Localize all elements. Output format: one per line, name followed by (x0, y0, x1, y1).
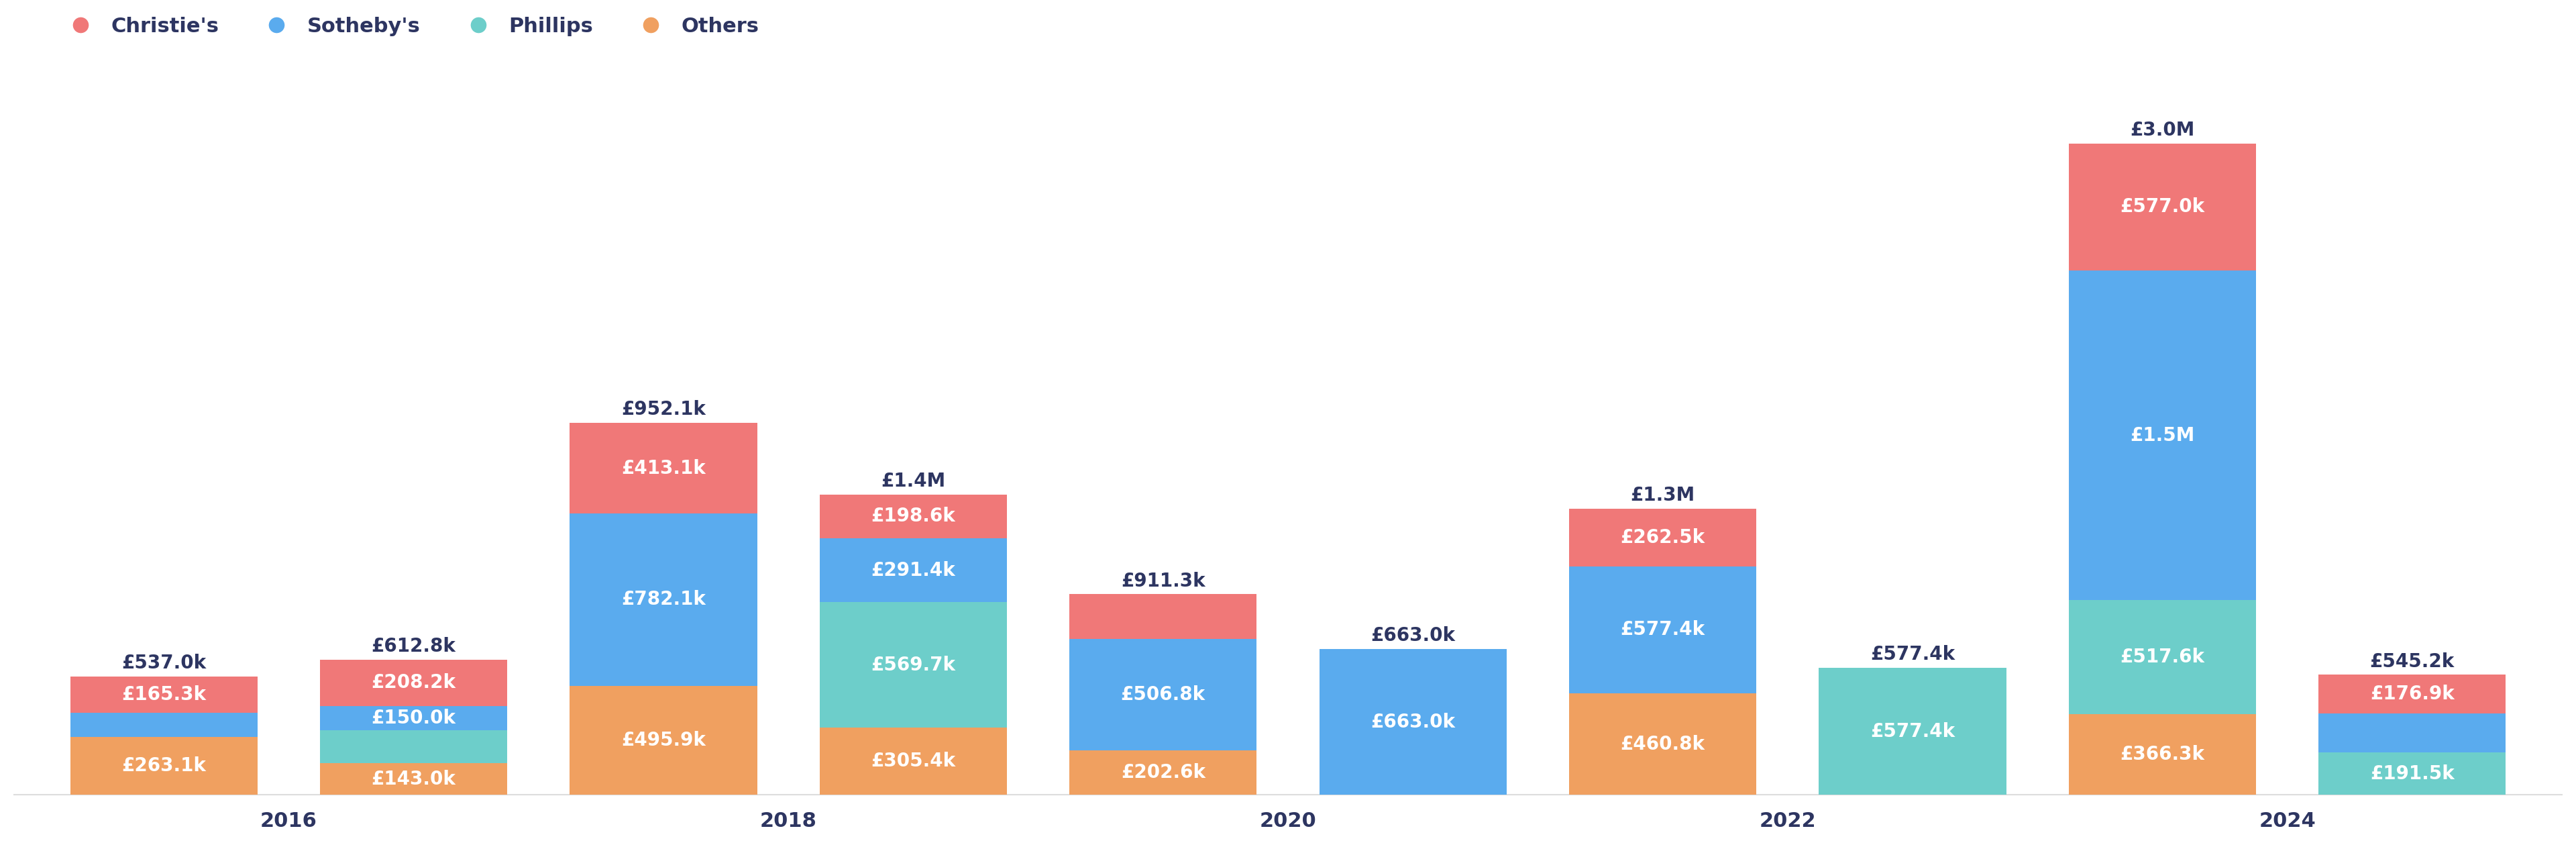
Text: £262.5k: £262.5k (1620, 528, 1705, 547)
Bar (569, 422, 757, 514)
Bar (1319, 649, 1507, 795)
Bar (2069, 600, 2257, 714)
Text: £537.0k: £537.0k (121, 654, 206, 673)
Bar (2069, 144, 2257, 270)
Text: £366.3k: £366.3k (2120, 745, 2205, 764)
Text: £577.4k: £577.4k (1620, 620, 1705, 640)
Bar (70, 713, 258, 737)
Bar (819, 602, 1007, 728)
Bar (2318, 675, 2506, 714)
Text: £1.5M: £1.5M (2130, 426, 2195, 444)
Bar (819, 728, 1007, 795)
Text: £191.5k: £191.5k (2370, 765, 2455, 783)
Text: £291.4k: £291.4k (871, 561, 956, 580)
Text: £460.8k: £460.8k (1620, 734, 1705, 754)
Text: £143.0k: £143.0k (371, 770, 456, 788)
Text: £1.3M: £1.3M (1631, 486, 1695, 504)
Text: £569.7k: £569.7k (871, 656, 956, 674)
Bar (1069, 594, 1257, 639)
Legend: Christie's, Sotheby's, Phillips, Others: Christie's, Sotheby's, Phillips, Others (49, 7, 770, 46)
Text: £663.0k: £663.0k (1370, 626, 1455, 645)
Bar (1069, 639, 1257, 750)
Bar (569, 685, 757, 795)
Text: £952.1k: £952.1k (621, 400, 706, 419)
Text: £3.0M: £3.0M (2130, 121, 2195, 139)
Text: £517.6k: £517.6k (2120, 648, 2205, 667)
Bar (2318, 753, 2506, 795)
Text: £198.6k: £198.6k (871, 507, 956, 526)
Text: £150.0k: £150.0k (371, 709, 456, 728)
Bar (2069, 270, 2257, 600)
Text: £577.4k: £577.4k (1870, 645, 1955, 664)
Bar (1569, 694, 1757, 795)
Text: £577.0k: £577.0k (2120, 198, 2205, 216)
Bar (70, 737, 258, 795)
Text: £413.1k: £413.1k (621, 459, 706, 477)
Bar (1069, 750, 1257, 795)
Bar (2069, 714, 2257, 795)
Bar (819, 494, 1007, 538)
Bar (319, 730, 507, 763)
Text: £782.1k: £782.1k (621, 591, 706, 609)
Text: £663.0k: £663.0k (1370, 712, 1455, 731)
Text: £208.2k: £208.2k (371, 673, 456, 692)
Text: £305.4k: £305.4k (871, 752, 956, 771)
Bar (1819, 668, 2007, 795)
Text: £263.1k: £263.1k (121, 756, 206, 775)
Bar (319, 706, 507, 730)
Bar (319, 660, 507, 706)
Text: £176.9k: £176.9k (2370, 685, 2455, 704)
Bar (569, 514, 757, 685)
Text: £577.4k: £577.4k (1870, 722, 1955, 741)
Bar (1569, 509, 1757, 566)
Text: £506.8k: £506.8k (1121, 685, 1206, 704)
Bar (2318, 714, 2506, 753)
Text: £612.8k: £612.8k (371, 637, 456, 656)
Bar (319, 763, 507, 795)
Bar (819, 538, 1007, 602)
Text: £545.2k: £545.2k (2370, 652, 2455, 671)
Text: £202.6k: £202.6k (1121, 763, 1206, 782)
Text: £165.3k: £165.3k (121, 685, 206, 704)
Bar (70, 677, 258, 713)
Text: £1.4M: £1.4M (881, 472, 945, 490)
Bar (1569, 566, 1757, 694)
Text: £911.3k: £911.3k (1121, 571, 1206, 591)
Text: £495.9k: £495.9k (621, 731, 706, 750)
